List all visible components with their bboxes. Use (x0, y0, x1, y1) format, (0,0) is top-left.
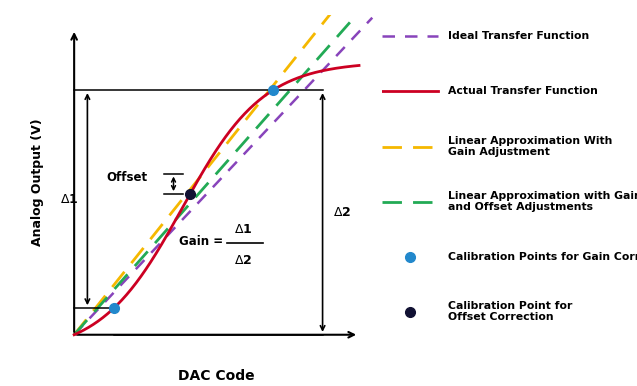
Text: Calibration Points for Gain Correction: Calibration Points for Gain Correction (448, 252, 637, 262)
Text: Ideal Transfer Function: Ideal Transfer Function (448, 31, 590, 41)
Text: Offset: Offset (106, 171, 148, 183)
Text: $\Delta$1: $\Delta$1 (234, 223, 252, 236)
Text: $\Delta$2: $\Delta$2 (333, 206, 352, 219)
Text: $\Delta$2: $\Delta$2 (234, 254, 252, 266)
Text: DAC Code: DAC Code (178, 369, 255, 383)
Text: $\Delta$1: $\Delta$1 (60, 193, 78, 206)
Text: Linear Approximation with Gain
and Offset Adjustments: Linear Approximation with Gain and Offse… (448, 191, 637, 212)
Text: Gain =: Gain = (179, 235, 223, 248)
Text: Actual Transfer Function: Actual Transfer Function (448, 86, 598, 96)
Text: Linear Approximation With
Gain Adjustment: Linear Approximation With Gain Adjustmen… (448, 136, 613, 157)
Text: Calibration Point for
Offset Correction: Calibration Point for Offset Correction (448, 301, 573, 322)
Text: Analog Output (V): Analog Output (V) (31, 118, 44, 246)
